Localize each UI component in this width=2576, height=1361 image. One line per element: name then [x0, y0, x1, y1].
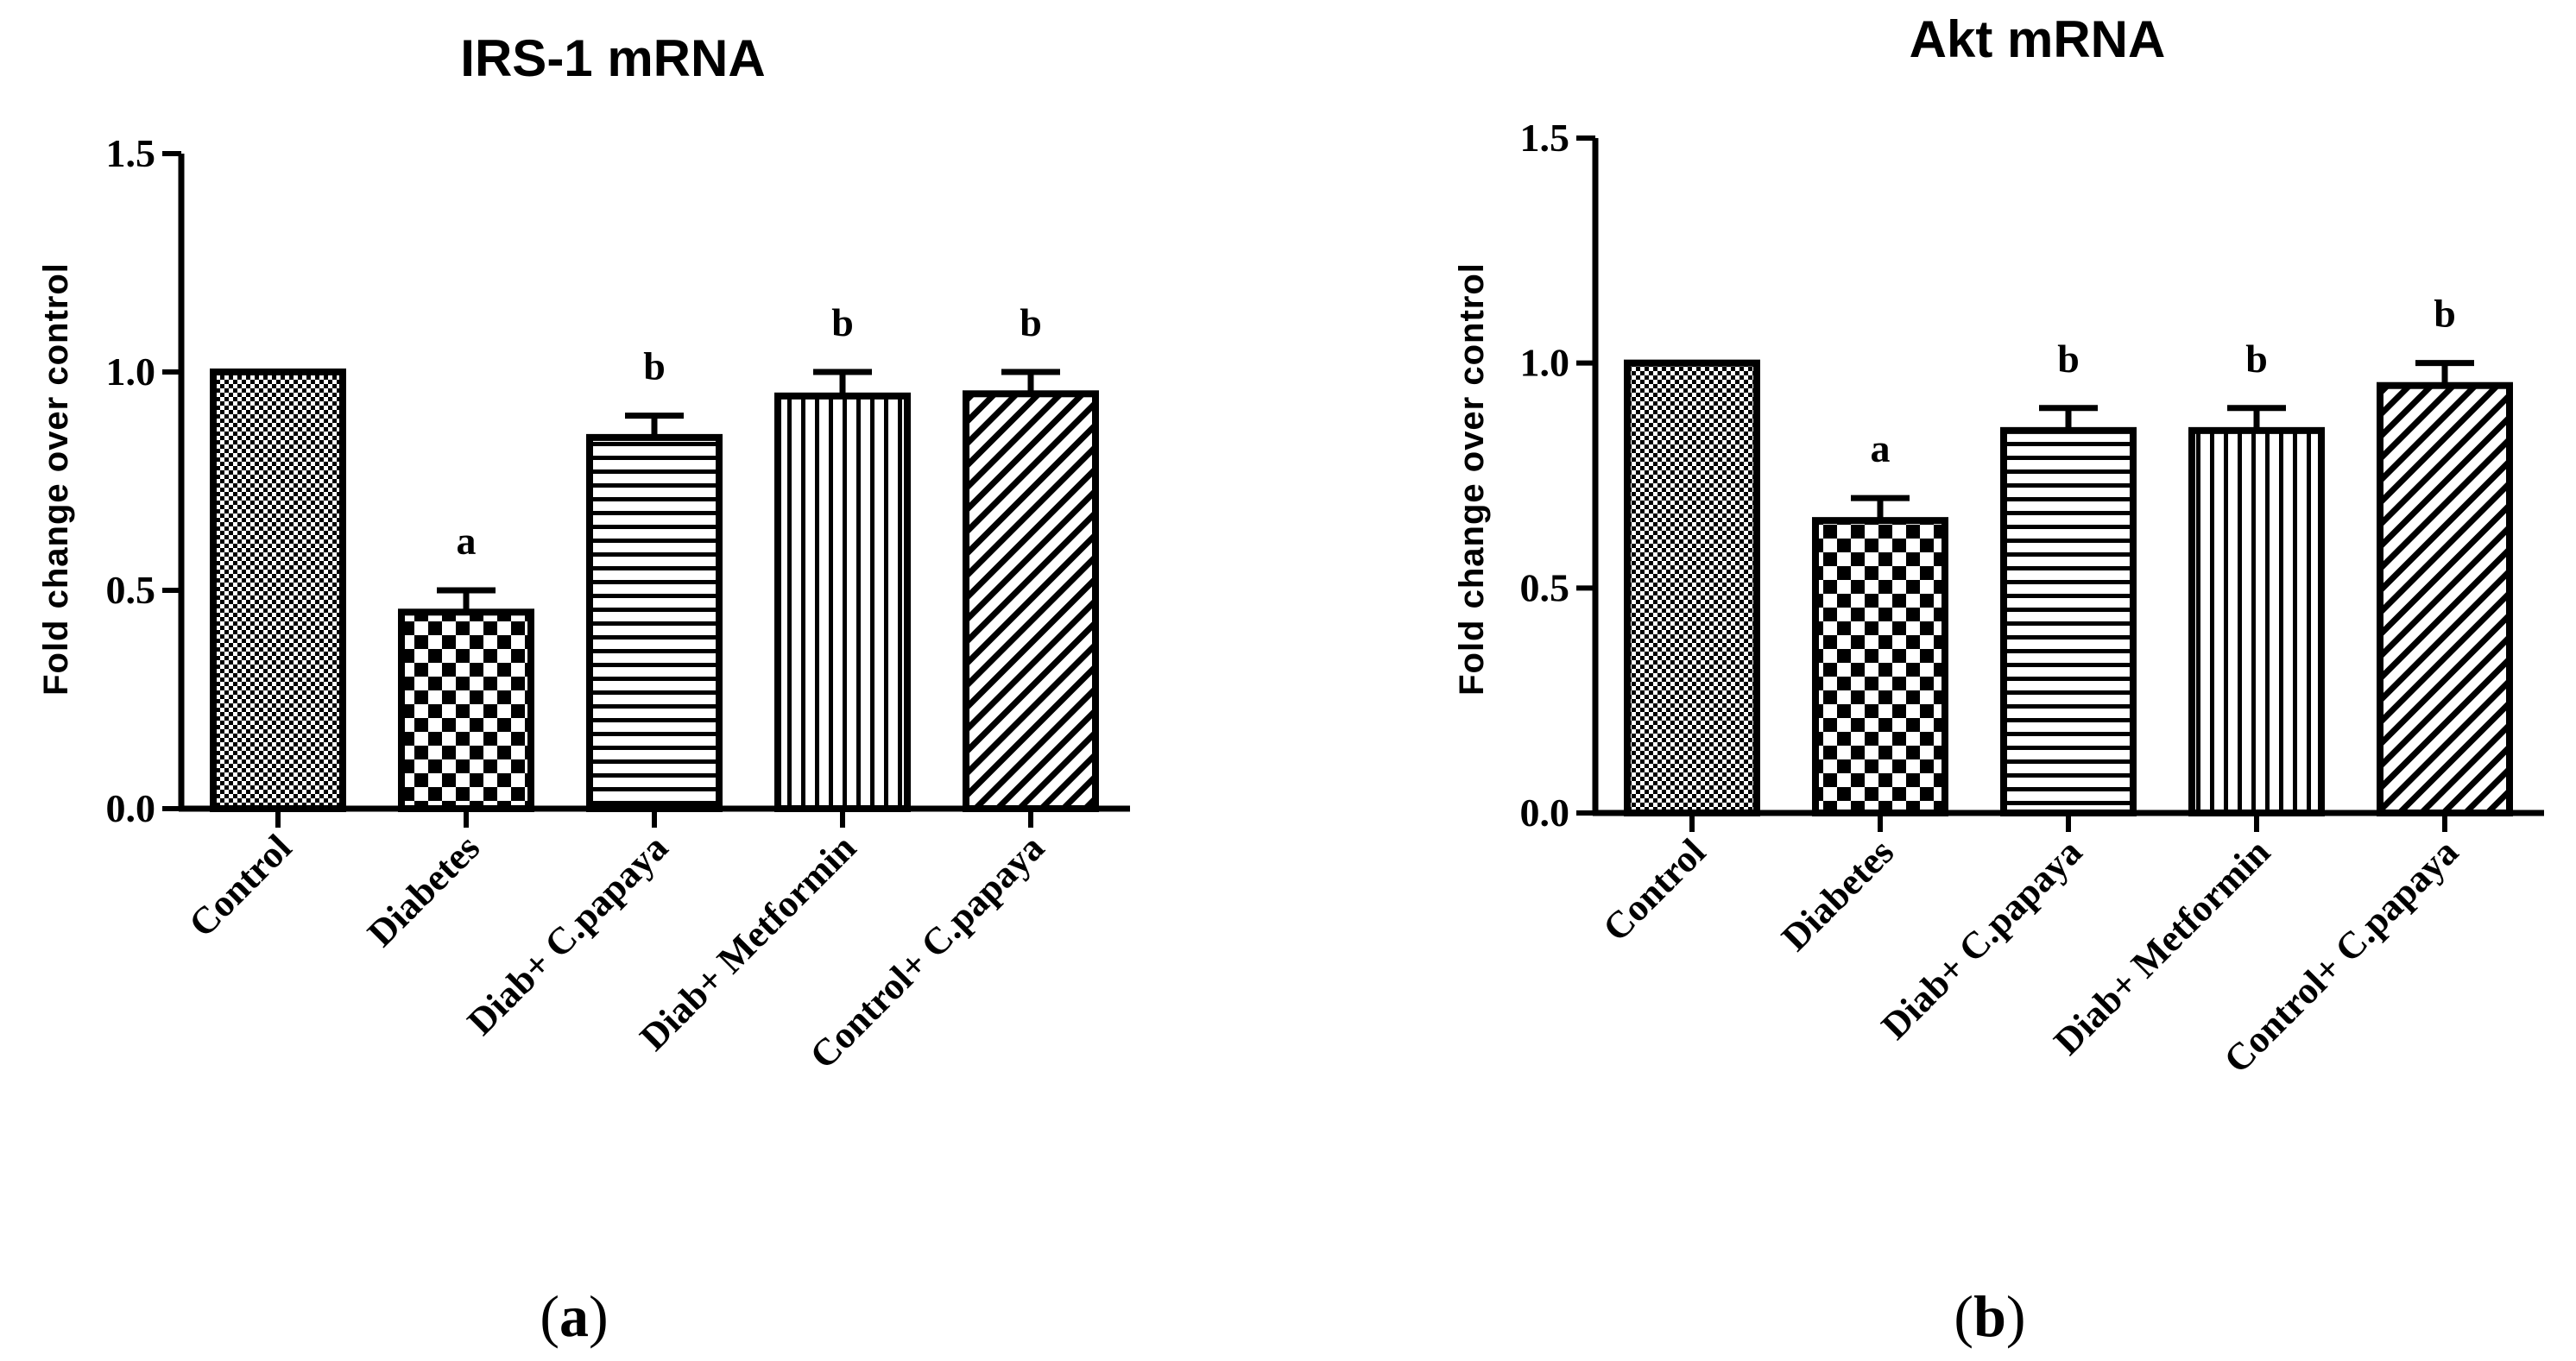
significance-letter: b — [643, 344, 666, 388]
y-tick-label: 1.5 — [106, 131, 156, 175]
x-tick-label: Diabetes — [359, 826, 488, 955]
bar-diab-metformin — [2188, 426, 2325, 816]
x-tick-label: Diab+ C.papaya — [459, 826, 676, 1043]
y-tick-label: 0.0 — [106, 786, 156, 830]
y-tick-label: 0.0 — [1520, 791, 1570, 835]
bar-diab-c-papaya — [2000, 426, 2137, 816]
panel-label: (b) — [1954, 1283, 2025, 1349]
bar-control-c-papaya — [2377, 381, 2513, 816]
y-tick-label: 1.5 — [1520, 116, 1570, 160]
significance-letter: b — [2057, 337, 2080, 381]
bars: a b b b — [210, 300, 1099, 812]
y-axis-label: Fold change over control — [37, 262, 75, 696]
x-tick-label: Control — [180, 826, 300, 945]
y-tick-label: 0.5 — [1520, 565, 1570, 609]
significance-letter: b — [2245, 337, 2268, 381]
chart-panel-irs1: IRS-1 mRNA Fold change over control 0.0 0… — [37, 29, 1130, 1349]
bar-diab-c-papaya — [586, 433, 723, 812]
bars: a b b b — [1624, 292, 2513, 817]
significance-letter: a — [1871, 426, 1891, 470]
panel-label: (a) — [540, 1283, 608, 1349]
significance-letter: b — [1020, 300, 1042, 344]
bar-diabetes — [398, 608, 534, 812]
chart-title: Akt mRNA — [1910, 10, 2166, 68]
y-tick-label: 1.0 — [106, 350, 156, 394]
bar-diabetes — [1812, 517, 1948, 817]
bar-control-c-papaya — [963, 390, 1099, 812]
bar-diab-metformin — [774, 392, 911, 812]
x-tick-label: Control — [1594, 830, 1714, 949]
bar-control — [1624, 359, 1760, 816]
x-tick-label: Diabetes — [1773, 830, 1902, 959]
chart-title: IRS-1 mRNA — [460, 29, 765, 87]
y-tick-label: 1.0 — [1520, 341, 1570, 385]
y-tick-label: 0.5 — [106, 568, 156, 612]
significance-letter: b — [831, 300, 854, 344]
significance-letter: a — [457, 519, 477, 563]
x-tick-label: Diab+ C.papaya — [1873, 830, 2090, 1047]
y-axis-label: Fold change over control — [1453, 262, 1491, 696]
chart-panel-akt: Akt mRNA Fold change over control 0.0 0.5… — [1453, 10, 2544, 1349]
significance-letter: b — [2434, 292, 2456, 336]
bar-control — [210, 369, 346, 812]
